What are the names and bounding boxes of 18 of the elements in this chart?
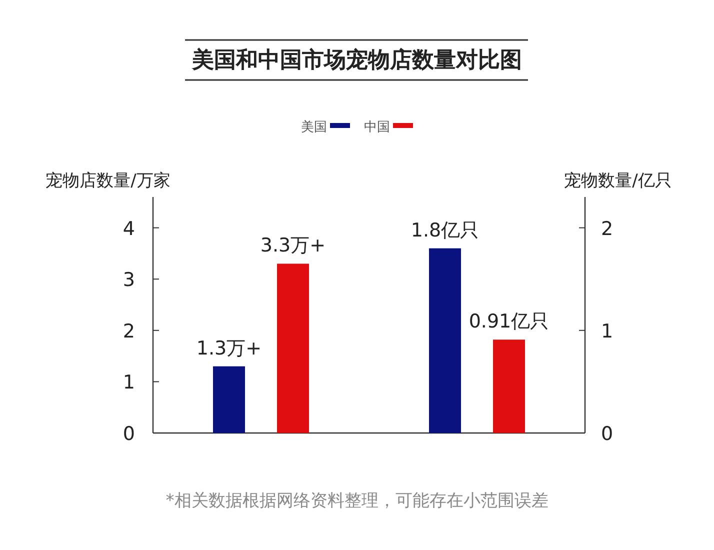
y-tick-label: 3 [122, 269, 135, 292]
data-label: 1.3万+ [196, 337, 262, 360]
text: *相关数据根据网络资料整理，可能存在小范围误差 [166, 491, 548, 511]
y-tick-label: 0 [122, 423, 135, 445]
legend-label: 中国 [364, 120, 390, 135]
chart-title: 美国和中国市场宠物店数量对比图 [191, 47, 522, 73]
data-label: 3.3万+ [260, 234, 326, 257]
y-tick-label: 1 [122, 372, 135, 394]
y2-tick-label: 0 [601, 423, 614, 445]
data-label: 1.8亿只 [410, 219, 480, 242]
y-axis-title: 宠物店数量/万家 [46, 171, 170, 191]
y2-axis-title: 宠物数量/亿只 [564, 171, 672, 191]
y2-tick-label: 1 [601, 320, 614, 342]
y-tick-label: 4 [122, 218, 135, 240]
data-label: 0.91亿只 [468, 310, 550, 333]
y-tick-label: 2 [122, 320, 135, 342]
legend-label: 美国 [301, 119, 327, 135]
y2-tick-label: 2 [601, 218, 614, 240]
